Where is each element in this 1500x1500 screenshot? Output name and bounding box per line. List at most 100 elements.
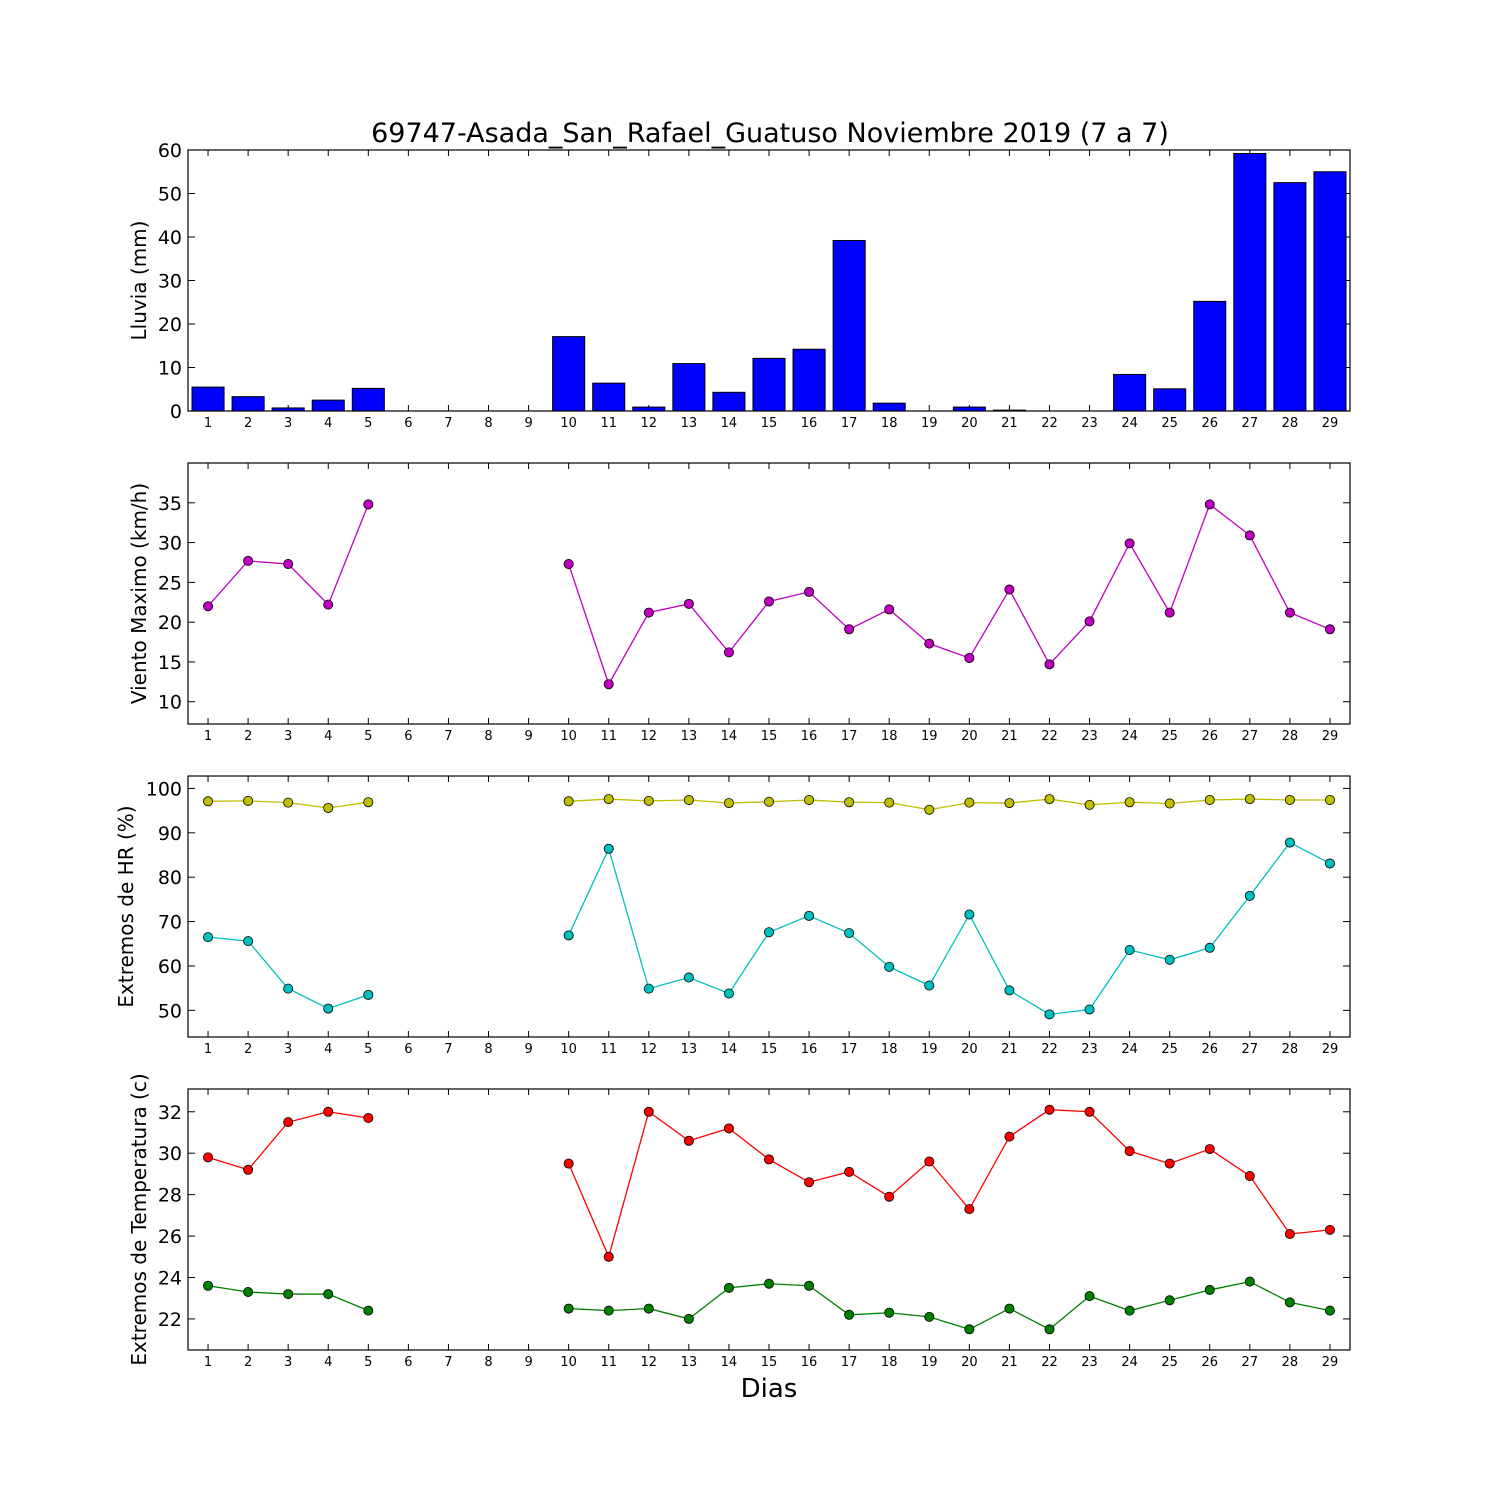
data-point (363, 989, 374, 1000)
data-point (964, 909, 975, 920)
x-tick-label: 12 (641, 1355, 658, 1370)
x-tick-label: 7 (444, 416, 452, 431)
x-tick-label: 2 (244, 416, 252, 431)
data-point (764, 796, 775, 807)
data-point (723, 647, 734, 658)
x-tick-label: 11 (600, 1042, 617, 1057)
data-point (764, 1154, 775, 1165)
x-tick-label: 22 (1041, 1355, 1058, 1370)
rain-bar (1273, 182, 1307, 412)
data-point (323, 599, 334, 610)
data-point (283, 1289, 294, 1300)
data-point (884, 1191, 895, 1202)
x-tick-label: 3 (284, 416, 292, 431)
x-tick-label: 9 (524, 1042, 532, 1057)
series-line-1 (568, 503, 1331, 686)
x-tick-label: 15 (761, 416, 778, 431)
y-tick-label: 40 (158, 227, 182, 249)
rain-bar (351, 387, 385, 412)
rain-bar (1233, 152, 1267, 412)
x-tick-label: 8 (484, 1042, 492, 1057)
data-point (924, 1311, 935, 1322)
x-tick-label: 25 (1161, 729, 1178, 744)
data-point (1004, 798, 1015, 809)
rain-bar (231, 396, 265, 412)
data-point (1004, 584, 1015, 595)
data-point (643, 1303, 654, 1314)
x-tick-label: 25 (1161, 1042, 1178, 1057)
data-point (603, 794, 614, 805)
data-point (323, 802, 334, 813)
x-tick-label: 8 (484, 729, 492, 744)
data-point (1004, 985, 1015, 996)
x-tick-label: 2 (244, 1355, 252, 1370)
y-tick-label: 80 (158, 867, 182, 889)
data-point (1124, 945, 1135, 956)
x-tick-label: 5 (364, 1355, 372, 1370)
data-point (363, 1305, 374, 1316)
data-point (323, 1289, 334, 1300)
x-tick-label: 17 (841, 416, 858, 431)
x-tick-label: 2 (244, 1042, 252, 1057)
data-point (764, 927, 775, 938)
data-point (1164, 1295, 1175, 1306)
data-point (603, 1251, 614, 1262)
data-point (1044, 1324, 1055, 1335)
data-point (924, 980, 935, 991)
rain-bar (872, 402, 906, 412)
x-tick-label: 25 (1161, 416, 1178, 431)
data-point (243, 936, 254, 947)
data-point (283, 983, 294, 994)
x-tick-label: 16 (801, 1042, 818, 1057)
x-tick-label: 23 (1081, 1042, 1098, 1057)
y-tick-label: 26 (158, 1226, 182, 1248)
data-point (323, 1003, 334, 1014)
x-tick-label: 13 (681, 416, 698, 431)
y-tick-label: 30 (158, 1143, 182, 1165)
rain-bar (1153, 388, 1187, 412)
x-tick-label: 17 (841, 1355, 858, 1370)
data-point (1084, 616, 1095, 627)
y-tick-label: 30 (158, 271, 182, 293)
x-tick-label: 28 (1282, 729, 1299, 744)
data-point (1284, 794, 1295, 805)
data-point (283, 559, 294, 570)
x-tick-label: 10 (560, 1355, 577, 1370)
x-tick-label: 16 (801, 1355, 818, 1370)
x-tick-label: 14 (721, 1355, 738, 1370)
data-point (243, 1287, 254, 1298)
data-point (203, 796, 214, 807)
x-tick-label: 26 (1201, 416, 1218, 431)
x-tick-label: 20 (961, 1042, 978, 1057)
x-tick-label: 24 (1121, 1355, 1138, 1370)
data-point (1244, 530, 1255, 541)
x-tick-label: 2 (244, 729, 252, 744)
data-point (844, 928, 855, 939)
data-point (1084, 799, 1095, 810)
x-tick-label: 22 (1041, 729, 1058, 744)
data-point (203, 601, 214, 612)
series-line-1 (568, 1109, 1331, 1259)
data-point (1284, 607, 1295, 618)
data-point (1204, 942, 1215, 953)
rain-bar (792, 348, 826, 412)
data-point (1004, 1131, 1015, 1142)
data-point (563, 1158, 574, 1169)
y-tick-label: 32 (158, 1102, 182, 1124)
rain-bar (672, 363, 706, 412)
data-point (924, 804, 935, 815)
y-tick-label: 70 (158, 912, 182, 934)
y-tick-label: 60 (158, 140, 182, 162)
x-tick-label: 21 (1001, 1042, 1018, 1057)
data-point (1164, 798, 1175, 809)
x-tick-label: 15 (761, 729, 778, 744)
x-tick-label: 3 (284, 1042, 292, 1057)
data-point (884, 1307, 895, 1318)
y-tick-label: 90 (158, 823, 182, 845)
rain-bar (552, 336, 586, 412)
x-axis-label: Dias (741, 1374, 798, 1404)
data-point (924, 638, 935, 649)
